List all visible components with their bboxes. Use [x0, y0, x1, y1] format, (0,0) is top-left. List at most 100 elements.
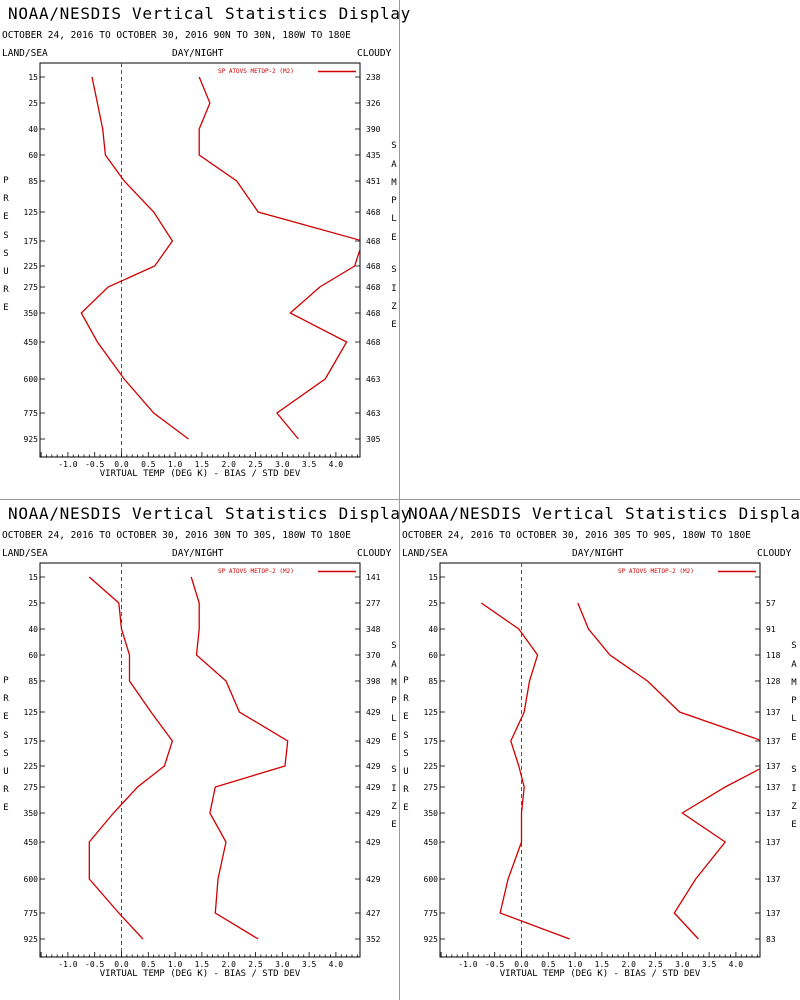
x-tick-label: 2.0 — [221, 960, 236, 969]
pressure-level-label: 25 — [28, 99, 38, 108]
pressure-level-label: 275 — [424, 783, 439, 792]
pressure-level-label: 125 — [24, 208, 39, 217]
sample-size-label: 83 — [766, 935, 776, 944]
sample-size-label: 429 — [366, 783, 381, 792]
header-land-sea: LAND/SEA — [2, 48, 48, 59]
pressure-level-label: 15 — [28, 73, 38, 82]
sample-size-label: 429 — [366, 708, 381, 717]
chart-title: NOAA/NESDIS Vertical Statistics Display — [8, 504, 411, 523]
x-tick-label: 2.0 — [621, 960, 636, 969]
x-tick-label: 2.5 — [648, 960, 663, 969]
sample-size-label: 137 — [766, 909, 781, 918]
pressure-level-label: 85 — [28, 177, 38, 186]
pressure-level-label: 40 — [28, 125, 38, 134]
sample-size-axis-letter: S — [791, 765, 797, 775]
pressure-axis-letter: P — [3, 176, 9, 186]
pressure-level-label: 600 — [24, 375, 39, 384]
pressure-axis-letter: E — [3, 303, 9, 314]
chart-panel-north: NOAA/NESDIS Vertical Statistics Display O… — [0, 0, 410, 500]
pressure-level-label: 15 — [428, 573, 438, 582]
pressure-axis-letter: E — [403, 712, 409, 723]
sample-size-axis-letter: E — [391, 733, 397, 743]
pressure-level-label: 85 — [428, 677, 438, 686]
sample-size-axis-letter: L — [791, 714, 797, 724]
pressure-level-label: 125 — [424, 708, 439, 717]
sample-size-label: 468 — [366, 338, 381, 347]
plot-frame — [39, 62, 361, 458]
sample-size-label: 57 — [766, 599, 776, 608]
sample-size-label: 451 — [366, 177, 381, 186]
pressure-level-label: 925 — [24, 935, 39, 944]
pressure-level-label: 600 — [24, 875, 39, 884]
sample-size-axis-letter: L — [391, 214, 397, 224]
sample-size-axis-letter: S — [391, 141, 397, 151]
sample-size-axis-letter: A — [391, 660, 397, 670]
chart-svg: -1.0 -0.5 0.0 0.5 1.0 1.5 2.0 2.5 3.0 3.5 4.0 VIRTU… — [24, 62, 381, 479]
sample-size-label: 429 — [366, 838, 381, 847]
x-tick-label: 3.0 — [275, 460, 290, 469]
pressure-level-label: 15 — [28, 573, 38, 582]
x-tick-label: 0.0 — [114, 960, 129, 969]
pressure-level-label: 225 — [424, 762, 439, 771]
pressure-axis-letter: R — [3, 785, 9, 796]
chart-subtitle: OCTOBER 24, 2016 TO OCTOBER 30, 2016 30N… — [2, 530, 351, 541]
pressure-level-label: 225 — [24, 262, 39, 271]
chart-title: NOAA/NESDIS Vertical Statistics Display — [408, 504, 800, 523]
pressure-level-label: 600 — [424, 875, 439, 884]
sample-size-label: 277 — [366, 599, 381, 608]
sample-size-axis-letter: E — [391, 233, 397, 243]
sample-size-axis-letter: Z — [791, 802, 797, 812]
x-tick-label: 4.0 — [329, 960, 344, 969]
sample-size-label: 137 — [766, 762, 781, 771]
x-axis-label: VIRTUAL TEMP (DEG K) - BIAS / STD DEV — [100, 469, 301, 479]
vertical-divider — [399, 0, 400, 1000]
bias-series-line — [80, 76, 189, 440]
sample-size-label: 352 — [366, 935, 381, 944]
x-tick-label: 2.0 — [221, 460, 236, 469]
pressure-axis-letter: U — [3, 267, 9, 277]
x-tick-label: -0.5 — [485, 960, 504, 969]
bias-series-line — [480, 602, 570, 940]
sample-size-label: 468 — [366, 237, 381, 246]
std-dev-series-line — [577, 602, 760, 940]
sample-size-axis-letter: S — [391, 265, 397, 275]
sample-size-axis-letter: Z — [391, 302, 397, 312]
chart-subtitle: OCTOBER 24, 2016 TO OCTOBER 30, 2016 30S… — [402, 530, 751, 541]
x-tick-label: -1.0 — [58, 960, 77, 969]
x-tick-label: -1.0 — [458, 960, 477, 969]
pressure-level-label: 25 — [428, 599, 438, 608]
sample-size-axis-letter: S — [791, 641, 797, 651]
pressure-level-label: 350 — [24, 809, 39, 818]
pressure-level-label: 775 — [424, 909, 439, 918]
pressure-axis-letter: S — [3, 248, 9, 259]
pressure-axis-letter: R — [403, 694, 409, 705]
pressure-axis-letter: U — [403, 767, 409, 777]
header-day-night: DAY/NIGHT — [172, 48, 224, 59]
sample-size-label: 468 — [366, 283, 381, 292]
legend-label: SP ATOVS METOP-2 (M2) — [218, 68, 294, 75]
chart-panel-south: NOAA/NESDIS Vertical Statistics Display O… — [400, 500, 800, 1000]
chart-title: NOAA/NESDIS Vertical Statistics Display — [8, 4, 411, 23]
pressure-axis-letter: S — [3, 748, 9, 759]
sample-size-label: 348 — [366, 625, 381, 634]
legend-label: SP ATOVS METOP-2 (M2) — [618, 568, 694, 575]
sample-size-axis-letter: E — [791, 733, 797, 743]
sample-size-axis-letter: S — [391, 641, 397, 651]
pressure-axis-letter: E — [3, 212, 9, 223]
pressure-level-label: 125 — [24, 708, 39, 717]
sample-size-axis-letter: E — [391, 820, 397, 830]
sample-size-label: 137 — [766, 875, 781, 884]
pressure-level-label: 40 — [428, 625, 438, 634]
sample-size-axis-letter: P — [791, 696, 797, 706]
std-dev-series-line — [190, 576, 289, 940]
pressure-level-label: 85 — [28, 677, 38, 686]
sample-size-label: 468 — [366, 309, 381, 318]
pressure-level-label: 925 — [24, 435, 39, 444]
sample-size-axis-letter: Z — [391, 802, 397, 812]
pressure-axis-letter: S — [403, 748, 409, 759]
sample-size-label: 463 — [366, 375, 381, 384]
std-dev-series-line — [198, 76, 360, 440]
pressure-level-label: 225 — [24, 762, 39, 771]
sample-size-label: 118 — [766, 651, 781, 660]
sample-size-axis-letter: I — [391, 284, 397, 294]
